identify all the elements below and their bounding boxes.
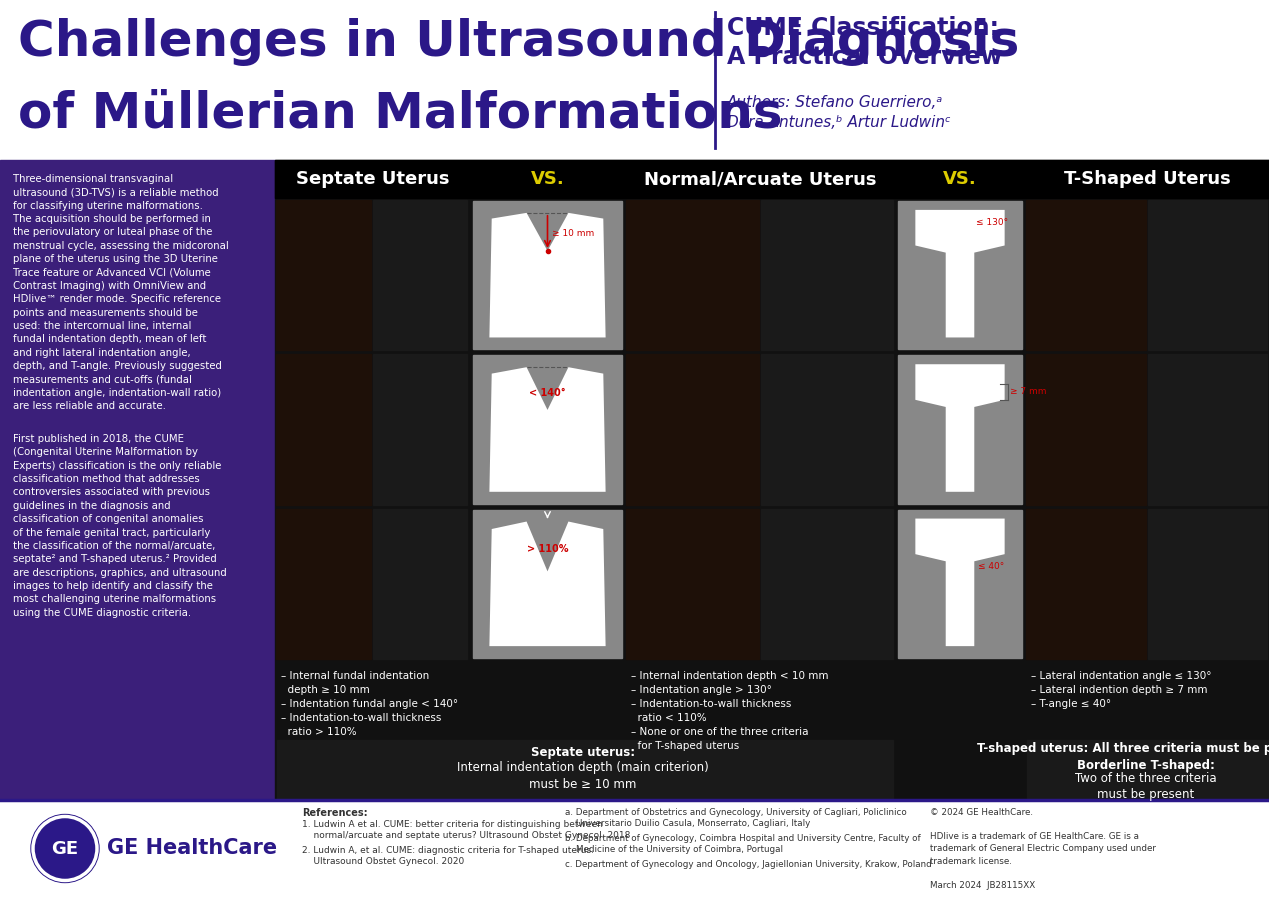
Text: ≥ 7 mm: ≥ 7 mm (1010, 388, 1046, 396)
Text: Challenges in Ultrasound Diagnosis: Challenges in Ultrasound Diagnosis (18, 18, 1019, 66)
Text: Septate uterus:: Septate uterus: (530, 746, 634, 759)
Bar (275, 160, 1269, 198)
Polygon shape (915, 210, 1005, 337)
Text: Two of the three criteria
must be present: Two of the three criteria must be presen… (1075, 772, 1217, 801)
Text: © 2024 GE HealthCare.

HDlive is a trademark of GE HealthCare. GE is a
trademark: © 2024 GE HealthCare. HDlive is a tradem… (930, 808, 1156, 890)
Text: VS.: VS. (530, 170, 565, 188)
Polygon shape (915, 518, 1005, 646)
Text: ≥ 10 mm: ≥ 10 mm (552, 230, 594, 239)
Text: Borderline T-shaped:: Borderline T-shaped: (1077, 759, 1214, 772)
Text: c. Department of Gynecology and Oncology, Jagiellonian University, Krakow, Polan: c. Department of Gynecology and Oncology… (565, 860, 931, 869)
Bar (626, 200, 759, 351)
Text: CUME Classification:
A Practical Overview: CUME Classification: A Practical Overvie… (727, 16, 1003, 69)
Bar (0, 0, 1269, 160)
Bar (0, 160, 275, 800)
Bar (898, 509, 1022, 658)
Text: ≤ 130°: ≤ 130° (976, 218, 1008, 227)
Text: T-Shaped Uterus: T-Shaped Uterus (1063, 170, 1231, 188)
Text: – Internal indentation depth < 10 mm
– Indentation angle > 130°
– Indentation-to: – Internal indentation depth < 10 mm – I… (631, 671, 829, 751)
Text: Authors: Stefano Guerriero,ᵃ
Dora Antunes,ᵇ Artur Ludwinᶜ: Authors: Stefano Guerriero,ᵃ Dora Antune… (727, 95, 950, 130)
Polygon shape (915, 364, 1005, 492)
Bar (277, 740, 893, 798)
Text: Three-dimensional transvaginal
ultrasound (3D-TVS) is a reliable method
for clas: Three-dimensional transvaginal ultrasoun… (13, 174, 228, 411)
Bar (0, 800, 1269, 897)
Bar (275, 160, 1269, 800)
Text: GE: GE (52, 840, 79, 858)
Bar (373, 200, 467, 351)
Bar (626, 509, 759, 659)
Bar (1027, 354, 1146, 505)
Polygon shape (490, 521, 605, 646)
Bar (898, 355, 1022, 504)
Bar (1148, 354, 1266, 505)
Bar (473, 201, 622, 349)
Circle shape (30, 814, 99, 883)
Text: First published in 2018, the CUME
(Congenital Uterine Malformation by
Experts) c: First published in 2018, the CUME (Conge… (13, 434, 227, 618)
Bar (761, 509, 893, 659)
Text: Internal indentation depth (main criterion)
must be ≥ 10 mm: Internal indentation depth (main criteri… (457, 761, 709, 791)
Bar (761, 200, 893, 351)
Text: 2. Ludwin A, et al. CUME: diagnostic criteria for T-shaped uterus.
    Ultrasoun: 2. Ludwin A, et al. CUME: diagnostic cri… (302, 846, 594, 867)
Bar (1027, 740, 1269, 798)
Bar (626, 354, 759, 505)
Bar (1027, 200, 1146, 351)
Text: of Müllerian Malformations: of Müllerian Malformations (18, 90, 783, 138)
Text: VS.: VS. (943, 170, 977, 188)
Bar (275, 509, 371, 659)
Text: – Lateral indentation angle ≤ 130°
– Lateral indention depth ≥ 7 mm
– T-angle ≤ : – Lateral indentation angle ≤ 130° – Lat… (1030, 671, 1212, 709)
Bar (761, 354, 893, 505)
Bar (1148, 200, 1266, 351)
Bar (1027, 509, 1146, 659)
Bar (373, 509, 467, 659)
Text: References:: References: (302, 808, 368, 818)
Text: b. Department of Gynecology, Coimbra Hospital and University Centre, Faculty of
: b. Department of Gynecology, Coimbra Hos… (565, 834, 920, 855)
Text: Normal/Arcuate Uterus: Normal/Arcuate Uterus (643, 170, 877, 188)
Bar (473, 509, 622, 658)
Text: ≤ 40°: ≤ 40° (978, 562, 1005, 571)
Bar (373, 354, 467, 505)
Text: a. Department of Obstetrics and Gynecology, University of Cagliari, Policlinico
: a. Department of Obstetrics and Gynecolo… (565, 808, 907, 829)
Text: < 140°: < 140° (529, 388, 566, 398)
Bar (275, 354, 371, 505)
Text: GE HealthCare: GE HealthCare (107, 839, 277, 858)
Polygon shape (490, 213, 605, 337)
Bar (1148, 509, 1266, 659)
Bar (275, 200, 371, 351)
Bar (898, 201, 1022, 349)
Bar (473, 355, 622, 504)
Text: 1. Ludwin A et al. CUME: better criteria for distinguishing between
    normal/a: 1. Ludwin A et al. CUME: better criteria… (302, 820, 631, 840)
Text: Septate Uterus: Septate Uterus (296, 170, 449, 188)
Polygon shape (490, 367, 605, 492)
Text: T-shaped uterus: All three criteria must be present: T-shaped uterus: All three criteria must… (977, 742, 1269, 755)
Text: > 110%: > 110% (527, 544, 569, 554)
Text: – Internal fundal indentation
  depth ≥ 10 mm
– Indentation fundal angle < 140°
: – Internal fundal indentation depth ≥ 10… (280, 671, 458, 737)
